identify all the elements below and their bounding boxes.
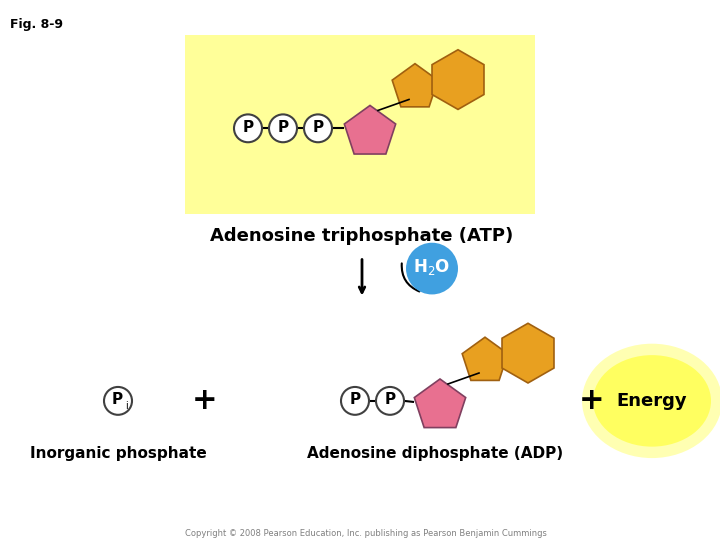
- Circle shape: [406, 242, 458, 294]
- Circle shape: [304, 114, 332, 142]
- Polygon shape: [414, 379, 466, 428]
- Text: Copyright © 2008 Pearson Education, Inc. publishing as Pearson Benjamin Cummings: Copyright © 2008 Pearson Education, Inc.…: [185, 529, 547, 538]
- Polygon shape: [432, 50, 484, 110]
- Text: Fig. 8-9: Fig. 8-9: [10, 18, 63, 31]
- FancyBboxPatch shape: [185, 35, 535, 214]
- Text: Adenosine diphosphate (ADP): Adenosine diphosphate (ADP): [307, 446, 563, 461]
- FancyArrowPatch shape: [402, 264, 420, 292]
- Polygon shape: [344, 105, 396, 154]
- Text: Energy: Energy: [617, 392, 688, 410]
- Polygon shape: [392, 64, 438, 107]
- Circle shape: [104, 387, 132, 415]
- Text: P: P: [312, 120, 323, 135]
- Text: P: P: [112, 393, 122, 407]
- Polygon shape: [502, 323, 554, 383]
- Text: H$_2$O: H$_2$O: [413, 256, 451, 276]
- Text: P: P: [349, 393, 361, 407]
- Text: +: +: [192, 387, 218, 415]
- Circle shape: [269, 114, 297, 142]
- Polygon shape: [462, 337, 508, 380]
- Ellipse shape: [593, 355, 711, 447]
- Text: i: i: [125, 401, 127, 411]
- Text: +: +: [579, 387, 605, 415]
- Text: Inorganic phosphate: Inorganic phosphate: [30, 446, 207, 461]
- Text: P: P: [243, 120, 253, 135]
- Ellipse shape: [582, 343, 720, 458]
- Circle shape: [234, 114, 262, 142]
- Text: P: P: [384, 393, 395, 407]
- Circle shape: [341, 387, 369, 415]
- Text: Adenosine triphosphate (ATP): Adenosine triphosphate (ATP): [210, 227, 513, 245]
- Circle shape: [376, 387, 404, 415]
- Text: P: P: [277, 120, 289, 135]
